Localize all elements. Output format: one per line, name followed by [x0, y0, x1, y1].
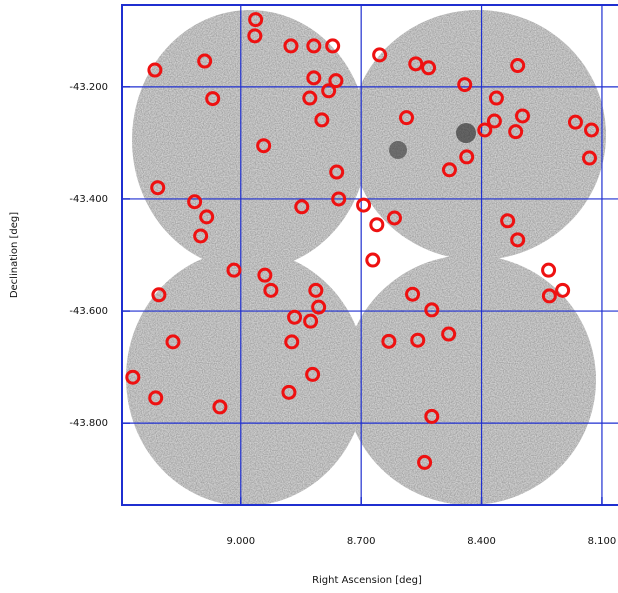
x-tick-label: 9.000 — [226, 536, 255, 547]
source-circle — [321, 83, 337, 99]
source-circle — [263, 282, 279, 298]
source-circle — [510, 232, 526, 248]
source-circle — [306, 70, 322, 86]
source-circle — [508, 124, 524, 140]
galaxy — [389, 141, 407, 159]
source-circle — [441, 326, 457, 342]
x-tick-label: 8.100 — [588, 536, 617, 547]
source-circle — [488, 90, 504, 106]
source-circle — [510, 58, 526, 74]
source-circle — [329, 164, 345, 180]
source-circle — [405, 286, 421, 302]
source-circle — [369, 217, 385, 233]
source-circle — [381, 333, 397, 349]
source-circle — [311, 299, 327, 315]
x-tick-label: 8.400 — [467, 536, 496, 547]
source-circle — [421, 60, 437, 76]
source-circle — [386, 210, 402, 226]
plot-frame — [121, 4, 618, 506]
source-circle — [514, 108, 530, 124]
source-circle — [477, 122, 493, 138]
y-tick-label: -43.600 — [69, 306, 108, 317]
source-circle — [582, 150, 598, 166]
source-circle — [584, 122, 600, 138]
source-circle — [306, 38, 322, 54]
source-circle — [151, 287, 167, 303]
y-tick-label: -43.400 — [69, 194, 108, 205]
source-circle — [205, 91, 221, 107]
source-circle — [399, 110, 415, 126]
x-tick-label: 8.700 — [347, 536, 376, 547]
source-circle — [281, 384, 297, 400]
source-circle — [424, 302, 440, 318]
y-tick-label: -43.800 — [69, 418, 108, 429]
source-circle — [541, 288, 557, 304]
source-circle — [302, 90, 318, 106]
source-circle — [247, 28, 263, 44]
source-circle — [283, 38, 299, 54]
source-circle — [356, 197, 372, 213]
source-circle — [187, 194, 203, 210]
source-circle — [417, 454, 433, 470]
source-circle — [256, 138, 272, 154]
source-circle — [457, 77, 473, 93]
source-circle — [147, 62, 163, 78]
source-circle — [365, 252, 381, 268]
source-circle — [567, 114, 583, 130]
source-circle — [248, 12, 264, 28]
source-circle — [305, 366, 321, 382]
source-circle — [555, 282, 571, 298]
y-tick-label: -43.200 — [69, 82, 108, 93]
source-circle — [294, 199, 310, 215]
source-circle — [193, 228, 209, 244]
source-circle — [410, 332, 426, 348]
source-circle — [541, 262, 557, 278]
sources — [125, 12, 600, 470]
source-circle — [459, 149, 475, 165]
source-circle — [331, 191, 347, 207]
source-circle — [148, 390, 164, 406]
source-circle — [325, 38, 341, 54]
source-circle — [284, 334, 300, 350]
source-circle — [150, 180, 166, 196]
source-circle — [314, 112, 330, 128]
grid — [122, 5, 618, 505]
source-circle — [226, 262, 242, 278]
source-circle — [165, 334, 181, 350]
source-circle — [500, 213, 516, 229]
source-circle — [308, 282, 324, 298]
x-axis-label: Right Ascension [deg] — [312, 575, 422, 586]
source-circle — [441, 162, 457, 178]
galaxy — [456, 123, 476, 143]
source-circle — [486, 113, 502, 129]
source-circle — [212, 399, 228, 415]
source-circle — [303, 313, 319, 329]
source-circle — [328, 73, 344, 89]
source-circle — [372, 47, 388, 63]
source-circle — [125, 369, 141, 385]
y-axis-label: Declination [deg] — [9, 212, 20, 298]
source-circle — [424, 408, 440, 424]
source-circle — [199, 209, 215, 225]
source-circle — [257, 267, 273, 283]
source-circle — [408, 56, 424, 72]
source-circle — [197, 53, 213, 69]
source-circle — [287, 309, 303, 325]
